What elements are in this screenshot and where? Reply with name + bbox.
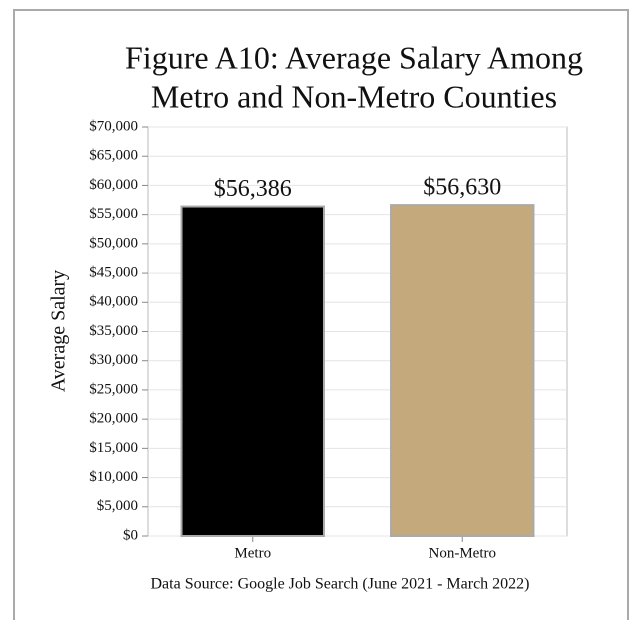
y-tick-label: $65,000 bbox=[89, 148, 138, 164]
chart-title: Metro and Non-Metro Counties bbox=[151, 78, 557, 114]
y-tick-label: $55,000 bbox=[89, 206, 138, 222]
y-tick-label: $35,000 bbox=[89, 323, 138, 339]
y-tick-label: $30,000 bbox=[89, 352, 138, 368]
y-tick-label: $0 bbox=[123, 527, 138, 543]
y-tick-label: $50,000 bbox=[89, 235, 138, 251]
frame bbox=[13, 9, 629, 620]
source-note: Data Source: Google Job Search (June 202… bbox=[150, 576, 529, 593]
bar bbox=[390, 204, 535, 538]
chart-title: Figure A10: Average Salary Among bbox=[125, 39, 583, 75]
y-tick-label: $5,000 bbox=[97, 498, 138, 514]
x-tick-label: Metro bbox=[234, 545, 271, 561]
data-label: $56,386 bbox=[214, 176, 292, 202]
y-tick-label: $60,000 bbox=[89, 177, 138, 193]
bar bbox=[180, 205, 325, 538]
x-tick-label: Non-Metro bbox=[429, 545, 497, 561]
y-tick-label: $70,000 bbox=[89, 118, 138, 134]
y-tick-label: $25,000 bbox=[89, 381, 138, 397]
y-tick-label: $45,000 bbox=[89, 265, 138, 281]
y-axis-label: Average Salary bbox=[48, 270, 70, 392]
y-tick-label: $20,000 bbox=[89, 411, 138, 427]
y-tick-label: $40,000 bbox=[89, 294, 138, 310]
y-tick-label: $15,000 bbox=[89, 440, 138, 456]
data-label: $56,630 bbox=[423, 175, 501, 201]
y-tick-label: $10,000 bbox=[89, 469, 138, 485]
